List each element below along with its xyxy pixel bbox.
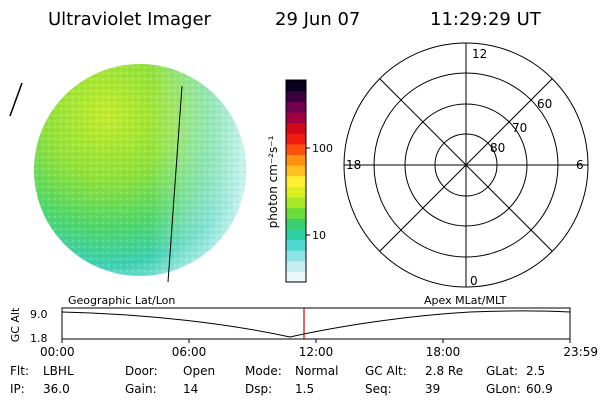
colorbar-band	[286, 90, 306, 102]
colorbar-band	[286, 228, 306, 241]
info-value: 14	[183, 382, 198, 396]
uv-earth-image	[9, 64, 246, 283]
colorbar-band	[286, 239, 306, 251]
colorbar-band	[286, 165, 306, 177]
colorbar-band	[286, 186, 306, 198]
colorbar-band	[286, 175, 306, 187]
polar-plot	[343, 42, 589, 288]
info-label: Mode:	[245, 364, 282, 378]
info-value: LBHL	[43, 364, 74, 378]
colorbar-band	[286, 133, 306, 145]
colorbar-band	[286, 122, 306, 134]
info-value: 2.5	[526, 364, 545, 378]
info-value: Normal	[295, 364, 338, 378]
colorbar-scale	[286, 80, 306, 283]
colorbar-frame	[285, 79, 307, 283]
gc-alt-tick-min: 1.8	[30, 332, 48, 345]
time-axis: 00:00 06:00 12:00 18:00 23:59	[40, 339, 598, 359]
colorbar-band	[286, 260, 306, 272]
clock-label-6: 6	[576, 158, 584, 172]
colorbar-band	[286, 80, 306, 92]
info-row-2: IP: 36.0 Gain: 14 Dsp: 1.5 Seq: 39 GLon: 60.9	[10, 382, 553, 396]
header: Ultraviolet Imager 29 Jun 07 11:29:29 UT	[48, 9, 542, 30]
info-label: Seq:	[365, 382, 392, 396]
info-label: Door:	[125, 364, 158, 378]
image-noise	[34, 64, 246, 276]
info-label: Dsp:	[245, 382, 272, 396]
colorbar-unit: photon cm⁻²s⁻¹	[266, 135, 280, 228]
info-label: Gain:	[125, 382, 157, 396]
time-tick-label: 06:00	[172, 345, 207, 359]
info-label: GLon:	[486, 382, 521, 396]
observation-date: 29 Jun 07	[275, 9, 360, 30]
gc-alt-tick-max: 9.0	[30, 308, 48, 321]
colorbar-band	[286, 218, 306, 230]
lat-label-80: 80	[490, 141, 505, 155]
info-panel: Flt: LBHL Door: Open Mode: Normal GC Alt: 2.8 R…	[10, 364, 553, 396]
colorbar-band	[286, 143, 306, 156]
info-value: 1.5	[295, 382, 314, 396]
info-row-1: Flt: LBHL Door: Open Mode: Normal GC Alt: 2.8 R…	[10, 364, 545, 378]
colorbar-label-10: 10	[312, 229, 326, 242]
orientation-marker	[9, 82, 23, 117]
colorbar: 100 10 photon cm⁻²s⁻¹	[266, 79, 333, 283]
polar-labels: 12 18 6 0 60 70 80	[346, 47, 584, 288]
colorbar-band	[286, 111, 306, 124]
info-label: GC Alt:	[365, 364, 407, 378]
info-value: 60.9	[526, 382, 553, 396]
info-value: 2.8 Re	[425, 364, 463, 378]
clock-label-18: 18	[346, 158, 361, 172]
colorbar-band	[286, 154, 306, 166]
time-tick-label: 12:00	[299, 345, 334, 359]
time-tick-label: 00:00	[40, 345, 75, 359]
time-tick-label: 23:59	[563, 345, 598, 359]
lat-label-70: 70	[512, 121, 527, 135]
apex-label: Apex MLat/MLT	[424, 294, 507, 307]
colorbar-band	[286, 271, 306, 283]
observation-time: 11:29:29 UT	[430, 9, 542, 30]
colorbar-label-100: 100	[312, 142, 333, 155]
colorbar-band	[286, 250, 306, 262]
info-label: IP:	[10, 382, 25, 396]
lat-label-60: 60	[537, 97, 552, 111]
clock-label-12: 12	[472, 47, 487, 61]
info-label: GLat:	[486, 364, 518, 378]
info-value: Open	[183, 364, 215, 378]
time-tick-label: 18:00	[426, 345, 461, 359]
colorbar-band	[286, 196, 306, 209]
colorbar-band	[286, 207, 306, 219]
gc-alt-axis-label: GC Alt	[9, 307, 22, 342]
info-label: Flt:	[10, 364, 29, 378]
altitude-curve	[61, 310, 571, 338]
polar-diagonal-2	[379, 78, 553, 252]
geographic-label: Geographic Lat/Lon	[68, 294, 175, 307]
timeline-frame	[61, 307, 571, 340]
info-value: 36.0	[43, 382, 70, 396]
terminator-line	[167, 85, 183, 283]
instrument-title: Ultraviolet Imager	[48, 9, 212, 30]
info-value: 39	[425, 382, 440, 396]
timeline-panel: Geographic Lat/Lon Apex MLat/MLT GC Alt …	[9, 294, 598, 359]
clock-label-0: 0	[470, 274, 478, 288]
colorbar-band	[286, 101, 306, 113]
